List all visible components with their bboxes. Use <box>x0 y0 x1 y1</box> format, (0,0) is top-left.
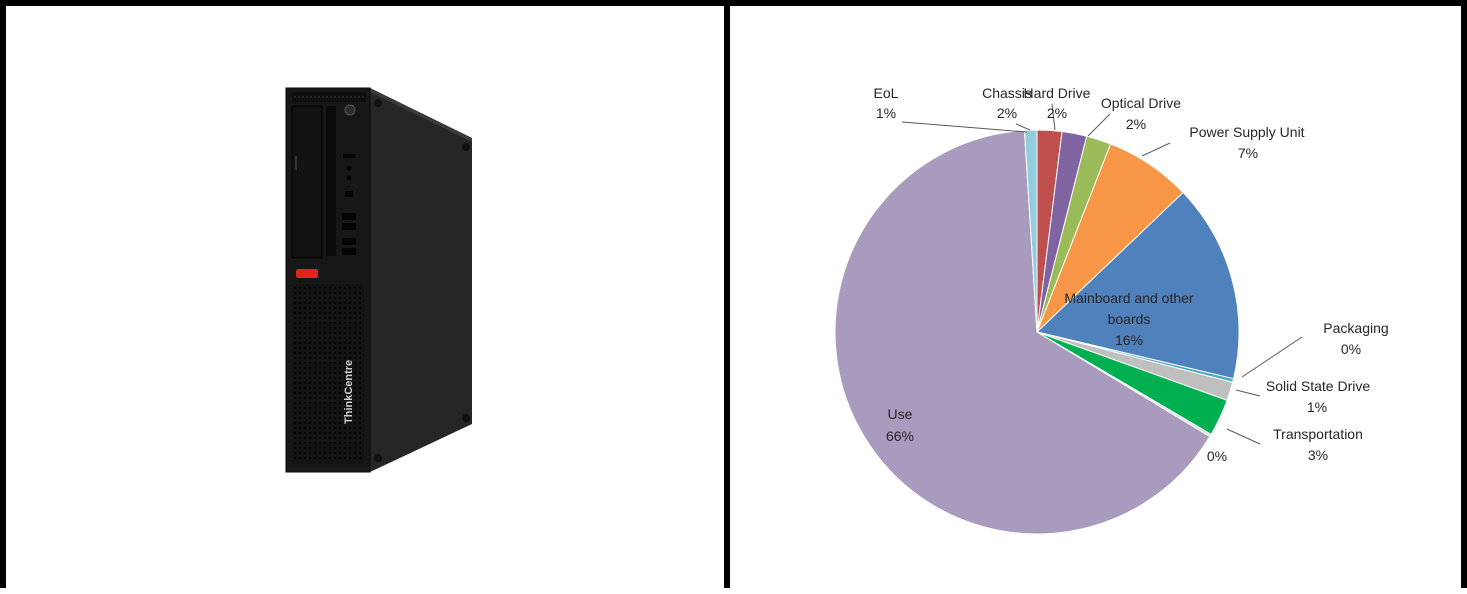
leader-line <box>1235 389 1261 397</box>
slice-name-label: EoL <box>874 85 899 101</box>
pc-foot <box>374 99 382 107</box>
slice-name-label: Hard Drive <box>1024 85 1091 101</box>
thinkcentre-logo-text: ThinkCentre <box>343 360 355 424</box>
slice-name-label: Optical Drive <box>1101 95 1181 111</box>
pc-top-edge <box>370 88 472 142</box>
leader-line <box>1051 103 1056 131</box>
audio-jack <box>346 175 352 181</box>
leader-line <box>1226 428 1261 445</box>
pie-chart-panel: Chassis 2% Hard Drive 2% Optical Drive 2% Powe… <box>724 0 1467 588</box>
usb-port <box>342 238 356 245</box>
slice-percent-label: 1% <box>876 105 896 121</box>
slice-percent-label: 16% <box>1115 332 1143 348</box>
usb-port <box>342 213 356 220</box>
slice-name-label: Transportation <box>1273 426 1363 442</box>
pie-chart: Chassis 2% Hard Drive 2% Optical Drive 2% Powe… <box>834 85 1389 535</box>
red-accent-badge <box>296 269 318 278</box>
slice-name-label: Mainboard and other <box>1064 290 1194 306</box>
pie-slice-mainboard-and-other-boards <box>1035 191 1240 380</box>
slice-name-label: Packaging <box>1323 320 1388 336</box>
leader-line <box>1015 123 1031 131</box>
leader-lines <box>901 103 1303 445</box>
usb-port <box>342 248 356 255</box>
pc-side-panel <box>370 88 472 472</box>
slice-name-label: Power Supply Unit <box>1189 124 1304 140</box>
slice-percent-label: 3% <box>1308 447 1328 463</box>
leader-line <box>1087 113 1111 137</box>
slice-percent-label: 2% <box>1047 105 1067 121</box>
slice-percent-label: 0% <box>1207 448 1227 464</box>
power-button <box>344 104 356 116</box>
pc-foot <box>462 414 470 422</box>
front-vent-strip <box>326 106 336 256</box>
slice-name-label: Chassis <box>982 85 1032 101</box>
usb-port <box>342 223 356 230</box>
card-reader-slot <box>343 154 355 158</box>
desktop-pc-image: ThinkCentre <box>285 87 472 473</box>
pie-slices <box>834 129 1240 535</box>
optical-drive-slot <box>295 156 297 170</box>
pc-foot <box>462 143 470 151</box>
audio-jack <box>346 165 352 171</box>
slice-percent-label: 2% <box>997 105 1017 121</box>
top-vent-mesh <box>292 92 366 102</box>
slice-name-label: Solid State Drive <box>1266 378 1370 394</box>
slice-labels: Chassis 2% Hard Drive 2% Optical Drive 2% Powe… <box>874 85 1389 464</box>
product-image-panel: ThinkCentre <box>0 0 734 588</box>
leader-line <box>901 121 1028 133</box>
slice-percent-label: 7% <box>1238 145 1258 161</box>
slice-name-label: Use <box>888 406 913 422</box>
leader-line <box>1241 336 1303 378</box>
pie-slice-eol <box>1023 129 1038 333</box>
slice-percent-label: 0% <box>1341 341 1361 357</box>
slice-percent-label: 1% <box>1307 399 1327 415</box>
slice-percent-label: 2% <box>1126 116 1146 132</box>
slice-percent-label: 66% <box>886 428 914 444</box>
leader-line <box>1141 142 1171 157</box>
mesh-dots <box>293 96 364 460</box>
usb-c-port <box>345 191 353 197</box>
slice-name-label: boards <box>1108 311 1151 327</box>
optical-drive-bay <box>291 105 323 259</box>
pc-foot <box>374 454 382 462</box>
front-mesh-grille <box>292 284 364 464</box>
pie-slice-use <box>834 129 1211 535</box>
